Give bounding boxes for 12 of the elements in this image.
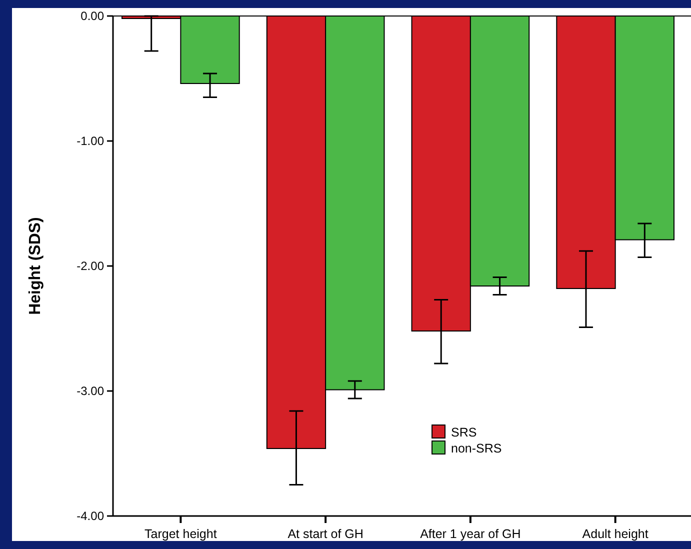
y-axis-title: Height (SDS) <box>27 217 44 315</box>
y-tick-label: -1.00 <box>76 134 104 148</box>
y-tick-label: -2.00 <box>76 259 104 274</box>
x-tick-label: Adult height <box>582 527 649 541</box>
y-tick-label: 0.00 <box>80 9 104 24</box>
x-tick-label: After 1 year of GH <box>420 527 521 541</box>
y-tick-label: -3.00 <box>76 384 104 398</box>
x-tick-label: At start of GH <box>288 527 364 541</box>
x-tick-label: Target height <box>144 527 218 541</box>
legend-label: SRS <box>451 425 477 440</box>
legend-label: non-SRS <box>451 441 502 456</box>
y-tick-label: -4.00 <box>76 509 104 524</box>
